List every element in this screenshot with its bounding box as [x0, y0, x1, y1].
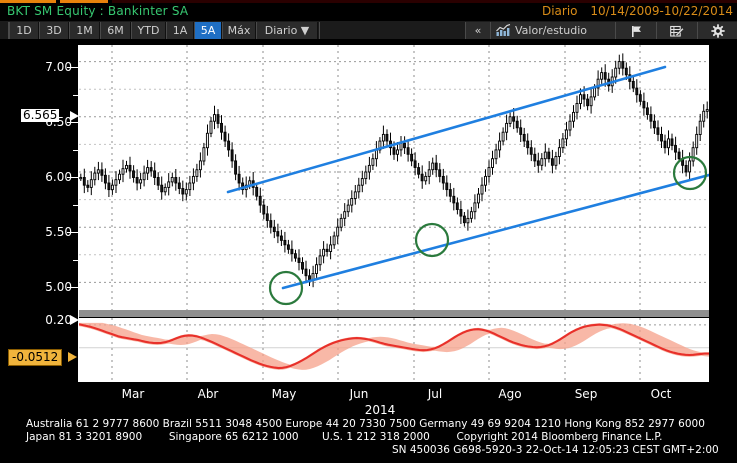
- footer-line-3: SN 450036 G698-5920-3 22-Oct-14 12:05:23…: [392, 444, 719, 456]
- accent-segment-left: [0, 0, 56, 3]
- y-tick-label-600: 6.00: [45, 170, 72, 184]
- x-tick-label-jul: Jul: [427, 387, 443, 401]
- period-button-1a[interactable]: 1A: [166, 22, 194, 39]
- period-button-ytd[interactable]: YTD: [131, 22, 166, 39]
- accent-segment-right: [112, 0, 737, 3]
- x-tick-label-abr: Abr: [197, 387, 219, 401]
- interval-dropdown[interactable]: Diario ▼: [256, 22, 318, 39]
- current-price-label: 6.565: [21, 108, 60, 122]
- x-tick-label-may: May: [271, 387, 297, 401]
- indicator-top-label: 0.20: [45, 313, 72, 327]
- indicator-canvas: [79, 318, 709, 382]
- header-date-range: 10/14/2009-10/22/2014: [590, 4, 733, 18]
- y-tick-mark-500: [67, 287, 79, 288]
- y-minor-tick-3: [73, 205, 79, 206]
- y-minor-tick-4: [73, 260, 79, 261]
- y-tick-label-500: 5.00: [45, 280, 72, 294]
- x-tick-label-sep: Sep: [574, 387, 598, 401]
- header-right-info: Diario 10/14/2009-10/22/2014: [542, 4, 733, 18]
- y-tick-mark-650: [67, 122, 79, 123]
- y-minor-tick-1: [73, 95, 79, 96]
- footer-line-1: Australia 61 2 9777 8600 Brazil 5511 304…: [26, 418, 705, 430]
- annotate-flag-button[interactable]: [615, 22, 656, 39]
- period-button-1d[interactable]: 1D: [9, 22, 39, 39]
- indicator-plot[interactable]: [79, 318, 709, 382]
- settings-button[interactable]: [697, 22, 737, 39]
- studies-button[interactable]: Valor/estudio: [490, 22, 615, 39]
- top-accent-bar: [0, 0, 737, 3]
- gear-icon: [710, 24, 725, 38]
- edit-table-icon: [670, 25, 684, 38]
- x-tick-label-jun: Jun: [349, 387, 369, 401]
- collapse-toolbar-button[interactable]: «: [465, 22, 490, 39]
- y-tick-mark-550: [67, 232, 79, 233]
- footer-contact-info: Australia 61 2 9777 8600 Brazil 5511 304…: [0, 415, 737, 463]
- y-tick-mark-600: [67, 177, 79, 178]
- indicator-value-pointer: [68, 352, 77, 362]
- x-tick-label-oct: Oct: [650, 387, 672, 401]
- chart-study-icon: [496, 24, 511, 37]
- y-tick-label-550: 5.50: [45, 225, 72, 239]
- period-button-max[interactable]: Máx: [222, 22, 256, 39]
- x-axis-year-label: 2014: [364, 403, 396, 417]
- toolbar-divider-left: [8, 22, 9, 39]
- edit-table-button[interactable]: [656, 22, 697, 39]
- indicator-top-pointer: [70, 315, 79, 325]
- x-tick-label-ago: Ago: [498, 387, 522, 401]
- price-plot[interactable]: [79, 45, 709, 310]
- studies-label: Valor/estudio: [515, 24, 587, 37]
- y-axis-line: [78, 45, 79, 382]
- chart-toolbar: 1D 3D 1M 6M YTD 1A 5A Máx Diario ▼ « Val…: [0, 20, 737, 40]
- panel-separator: [79, 310, 709, 317]
- current-price-pointer: [70, 111, 79, 121]
- chart-area[interactable]: 7.00 6.50 6.00 5.50 5.00 6.565 0.20 -0.0…: [0, 39, 737, 417]
- annotate-flag-icon: [630, 25, 643, 38]
- toolbar-divider-mid: [319, 22, 320, 39]
- indicator-current-value: -0.0512: [8, 349, 63, 366]
- x-tick-label-mar: Mar: [121, 387, 145, 401]
- period-button-5a[interactable]: 5A: [194, 22, 222, 39]
- footer-line-2: Japan 81 3 3201 8900 Singapore 65 6212 1…: [26, 431, 663, 443]
- period-button-3d[interactable]: 3D: [39, 22, 69, 39]
- title-bar: BKT SM Equity : Bankinter SA Diario 10/1…: [0, 3, 737, 20]
- period-button-1m[interactable]: 1M: [69, 22, 100, 39]
- y-tick-label-700: 7.00: [45, 60, 72, 74]
- y-minor-tick-2: [73, 150, 79, 151]
- y-tick-mark-700: [67, 67, 79, 68]
- accent-segment-mid: [60, 0, 108, 3]
- price-candlestick-canvas: [79, 45, 709, 310]
- security-title: BKT SM Equity : Bankinter SA: [7, 4, 189, 18]
- header-mode-label: Diario: [541, 4, 578, 18]
- period-button-6m[interactable]: 6M: [100, 22, 131, 39]
